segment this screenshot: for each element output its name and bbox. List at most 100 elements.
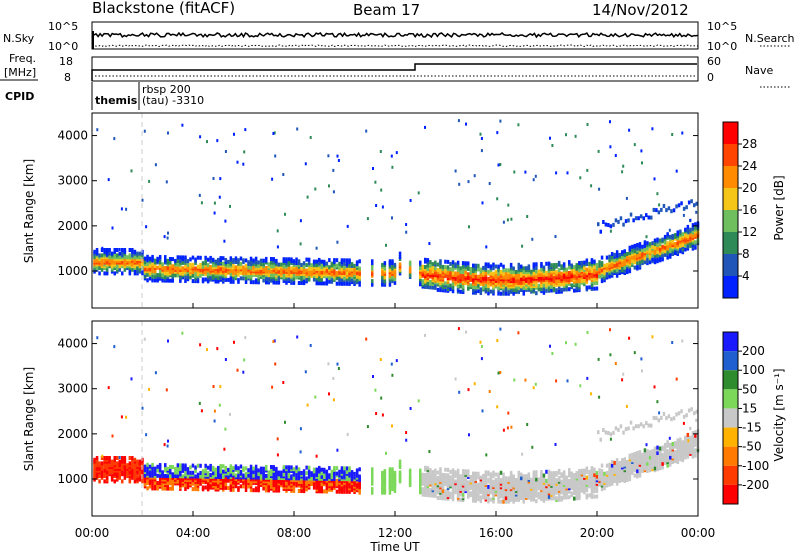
velocity-cell	[497, 479, 500, 484]
power-cell	[494, 269, 498, 274]
velocity-cell	[621, 474, 624, 479]
power-cell	[270, 257, 273, 261]
power-cell	[290, 266, 293, 271]
power-cell	[489, 264, 493, 269]
velocity-cell	[590, 475, 594, 480]
power-cell	[224, 219, 227, 223]
velocity-cell	[307, 469, 311, 474]
power-cell	[512, 266, 515, 271]
power-cell	[684, 233, 687, 238]
power-cell	[540, 262, 543, 266]
power-cell	[335, 281, 339, 286]
velocity-cell	[446, 467, 450, 472]
power-cell	[315, 263, 318, 268]
velocity-cell	[252, 488, 255, 493]
velocity-cell	[249, 488, 253, 493]
velocity-cell	[429, 493, 432, 498]
power-cell	[532, 262, 536, 267]
power-cell	[145, 225, 148, 229]
velocity-cell	[573, 473, 576, 478]
power-cell	[645, 235, 648, 239]
power-cell	[229, 261, 233, 266]
velocity-cell	[593, 494, 596, 499]
power-cell	[249, 256, 253, 261]
power-cell	[522, 269, 525, 274]
power-cell	[163, 235, 166, 239]
velocity-cell	[239, 484, 243, 489]
power-cell	[247, 265, 250, 270]
velocity-cell	[615, 458, 619, 463]
power-cell	[153, 278, 157, 283]
velocity-cell	[658, 466, 662, 471]
power-cell	[398, 251, 402, 256]
power-cell	[510, 217, 513, 221]
power-cell	[552, 286, 556, 291]
velocity-cell	[568, 479, 571, 483]
power-cell	[307, 257, 311, 262]
power-cell	[690, 199, 693, 204]
velocity-cell	[169, 486, 172, 491]
power-cell	[653, 177, 656, 181]
power-cell	[451, 289, 455, 294]
power-cell	[310, 272, 313, 277]
velocity-cell	[671, 442, 674, 446]
velocity-cell	[661, 452, 664, 457]
power-cell	[200, 201, 203, 205]
power-cell	[179, 255, 182, 260]
power-cell	[588, 265, 591, 270]
velocity-cell	[588, 493, 591, 498]
power-cell	[631, 248, 634, 253]
power-cell	[686, 234, 690, 238]
power-cell	[588, 269, 591, 274]
velocity-cell	[176, 467, 180, 471]
power-cell	[566, 171, 569, 175]
power-cell	[686, 224, 690, 229]
power-cell	[164, 255, 167, 260]
power-cell	[143, 129, 146, 133]
velocity-heatmap	[93, 327, 700, 504]
power-cell	[161, 278, 164, 283]
velocity-cell	[472, 471, 475, 476]
velocity-cell	[219, 484, 222, 488]
velocity-cell	[345, 489, 349, 494]
velocity-cell	[179, 467, 182, 471]
power-cell	[328, 258, 331, 263]
velocity-cell	[651, 449, 654, 454]
velocity-cell	[136, 459, 139, 464]
velocity-cell	[252, 466, 255, 471]
power-cell	[593, 265, 596, 269]
power-cell	[472, 272, 475, 277]
power-cell	[391, 216, 393, 220]
velocity-cell	[138, 459, 142, 464]
velocity-cell	[623, 473, 626, 478]
velocity-cell	[305, 471, 308, 476]
power-cell	[449, 271, 452, 275]
velocity-cell	[651, 465, 654, 470]
velocity-cell	[497, 494, 500, 499]
power-cell	[675, 169, 678, 173]
power-cell	[371, 264, 374, 269]
velocity-cell	[191, 463, 195, 468]
velocity-cell	[330, 486, 334, 490]
power-cell	[176, 259, 180, 263]
power-cell	[570, 274, 573, 279]
power-cell	[353, 267, 356, 272]
power-cell	[457, 119, 460, 123]
velocity-cell	[492, 470, 495, 475]
power-cell	[375, 204, 378, 207]
velocity-cell	[562, 481, 566, 486]
velocity-cell	[232, 466, 235, 471]
velocity-cell	[552, 471, 556, 476]
power-cell	[388, 282, 392, 287]
power-cell	[655, 208, 658, 213]
power-cell	[243, 150, 246, 154]
nsky-tick-top: 10^5	[48, 20, 78, 33]
velocity-cell	[348, 484, 351, 489]
power-cell	[667, 206, 671, 211]
velocity-cell	[320, 467, 323, 472]
velocity-cell	[128, 456, 132, 460]
velocity-cell	[391, 478, 394, 483]
power-cell	[565, 133, 567, 137]
power-cell	[338, 261, 341, 266]
velocity-cell	[643, 448, 647, 453]
